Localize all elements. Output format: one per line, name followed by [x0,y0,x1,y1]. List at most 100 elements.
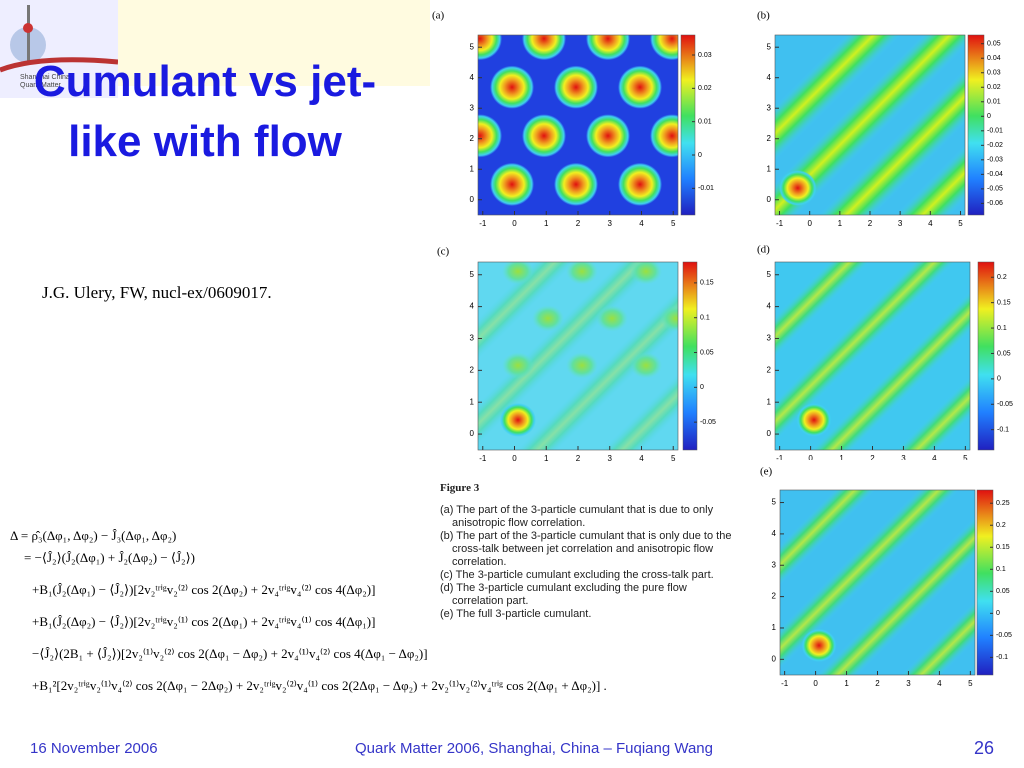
heatmap [478,35,678,215]
x-tick-label: 2 [875,679,880,688]
x-tick-label: -1 [479,454,487,463]
y-tick-label: 4 [767,302,772,311]
caption-item: (d) The 3-particle cumulant excluding th… [440,582,687,607]
colorbar-tick-label: 0.02 [698,85,712,92]
x-tick-label: -1 [479,219,487,228]
y-tick-label: 3 [470,334,475,343]
x-tick-label: 2 [576,219,581,228]
colorbar-tick-label: 0 [698,152,702,159]
colorbar-tick-label: -0.05 [996,632,1012,639]
stripe [780,490,975,675]
y-tick-label: 1 [767,164,772,173]
caption-item: (c) The 3-particle cumulant excluding th… [440,569,714,581]
colorbar-tick-label: 0.05 [997,350,1011,357]
blob [502,352,534,379]
colorbar-tick-label: 0.15 [997,299,1011,306]
x-tick-label: 5 [671,454,676,463]
caption-item: (e) The full 3-particle cumulant. [440,608,592,620]
colorbar [977,261,995,451]
y-tick-label: 4 [470,73,475,82]
citation: J.G. Ulery, FW, nucl-ex/0609017. [42,283,272,302]
blob [500,403,536,437]
equations: Δ = ρ̂₃(Δφ₁, Δφ₂) − Ĵ₃(Δφ₁, Δφ₂) = −⟨Ĵ₂⟩(… [10,520,607,702]
colorbar [680,34,696,216]
caption-item: (b) The part of the 3-particle cumulant … [440,530,732,568]
y-tick-label: 0 [767,429,772,438]
x-tick-label: 1 [844,679,849,688]
stripe [819,74,965,215]
colorbar-tick-label: 0.1 [700,315,710,322]
blob [596,305,628,332]
x-tick-label: 0 [807,219,812,228]
figure-panels: (a) -1 0 1 2 3 4 5 0 1 2 3 4 5 0.03 0.02 0.01 0 -0.01 (b) -1… [432,9,1014,689]
colorbar-tick-label: 0.2 [996,522,1006,529]
x-tick-label: 1 [544,219,549,228]
blob [586,35,630,61]
equation-line: +B₁²[2v₂ᵗʳⁱᵍv₂⁽¹⁾v₄⁽²⁾ cos 2(Δφ₁ − 2Δφ₂)… [32,678,607,693]
y-tick-label: 2 [767,134,772,143]
panel-label: (d) [757,244,770,256]
panel-label: (a) [432,10,445,22]
y-tick-label: 3 [767,103,772,112]
colorbar-tick-label: -0.05 [987,186,1003,193]
x-tick-label: 3 [901,454,906,463]
y-tick-label: 2 [470,134,475,143]
caption-heading: Figure 3 [440,482,480,494]
colorbar-tick-label: 0.15 [996,544,1010,551]
colorbar-tick-label: -0.1 [996,654,1008,661]
stripe [478,262,644,422]
blob [650,35,678,61]
y-tick-label: 4 [470,302,475,311]
y-tick-label: 1 [470,397,475,406]
x-tick-label: 3 [608,219,613,228]
y-tick-label: 0 [772,654,777,663]
y-tick-label: 5 [767,42,772,51]
y-tick-label: 2 [772,592,777,601]
stripe [478,262,678,450]
y-tick-label: 1 [767,397,772,406]
x-tick-label: 1 [839,454,844,463]
blob [566,352,598,379]
stripe [775,35,949,204]
y-tick-label: 3 [767,334,772,343]
y-tick-label: 2 [470,365,475,374]
colorbar-tick-label: 0.03 [698,52,712,59]
blob [522,35,566,61]
x-tick-label: 0 [808,454,813,463]
blob [532,305,564,332]
x-tick-label: -1 [781,679,789,688]
blob [502,262,534,285]
x-tick-label: 5 [671,219,676,228]
colorbar [967,34,985,216]
x-tick-label: 0 [512,219,517,228]
y-tick-label: 3 [470,103,475,112]
colorbar-tick-label: -0.02 [987,142,1003,149]
x-tick-label: 3 [906,679,911,688]
stripe [523,301,678,450]
x-tick-label: 5 [963,454,968,463]
x-tick-label: -1 [776,454,784,463]
colorbar-tick-label: -0.05 [700,419,716,426]
heatmap [478,262,678,450]
x-tick-label: 4 [639,219,644,228]
y-tick-label: 5 [470,42,475,51]
colorbar-tick-label: -0.05 [997,401,1013,408]
blob [796,403,832,437]
equation-line: +B₁(Ĵ₂(Δφ₁) − ⟨Ĵ₂⟩)[2v₂ᵗʳⁱᵍv₂⁽²⁾ cos 2(Δ… [32,582,376,597]
y-tick-label: 0 [767,195,772,204]
x-tick-label: 2 [868,219,873,228]
blob [554,65,598,109]
colorbar-tick-label: 0 [700,384,704,391]
stripe [820,304,970,450]
y-tick-label: 3 [772,560,777,569]
heatmap [780,490,975,675]
blob [490,65,534,109]
colorbar-tick-label: 0.01 [987,99,1001,106]
blob [778,170,817,206]
x-tick-label: 4 [932,454,937,463]
logo-text: Quark Matter [20,82,61,89]
equation-line: = −⟨Ĵ₂⟩(Ĵ₂(Δφ₁) + Ĵ₂(Δφ₂) − ⟨Ĵ₂⟩) [24,550,195,565]
colorbar-tick-label: 0.2 [997,274,1007,281]
stripe [775,262,970,450]
